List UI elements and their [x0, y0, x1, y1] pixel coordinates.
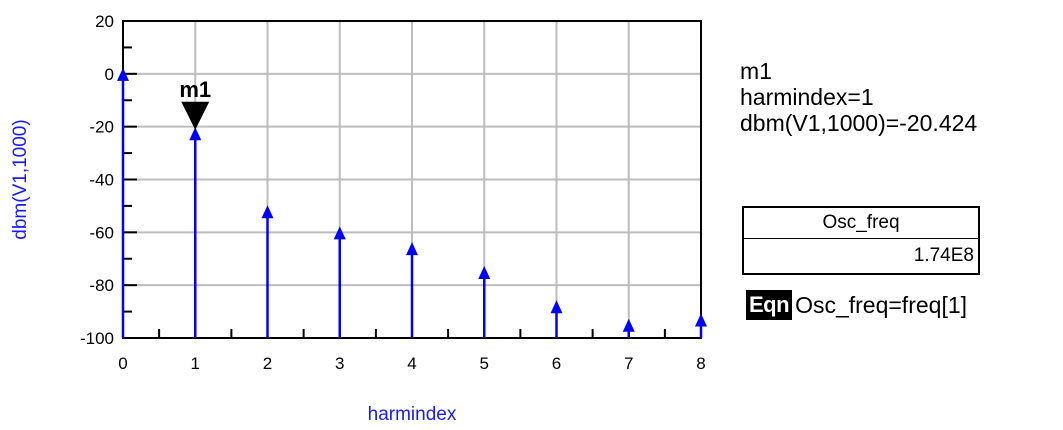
stem-point	[406, 242, 418, 256]
marker-readout: m1 harmindex=1 dbm(V1,1000)=-20.424	[740, 58, 977, 136]
x-tick-label: 3	[335, 354, 344, 373]
y-axis-title: dbm(V1,1000)	[10, 119, 31, 239]
stem-plot: 0 1 2 3 4 5 6 7 8 20 0 -20 -40 -60 -80 -100 m1 harmind…	[10, 12, 707, 425]
eqn-badge: Eqn	[746, 290, 793, 320]
x-tick-labels: 0 1 2 3 4 5 6 7 8	[118, 354, 705, 373]
marker-label: m1	[179, 77, 211, 102]
stem-point	[333, 226, 346, 240]
y-tick-label: -20	[89, 118, 114, 137]
x-tick-label: 5	[480, 354, 489, 373]
stem-point	[478, 265, 491, 279]
marker-readout-name: m1	[740, 58, 772, 84]
marker-readout-x: harmindex=1	[740, 84, 874, 110]
x-tick-label: 7	[624, 354, 633, 373]
stem-point	[550, 300, 563, 314]
variable-table: Osc_freq 1.74E8	[742, 206, 980, 275]
x-tick-label: 4	[407, 354, 416, 373]
y-tick-label: -40	[89, 171, 114, 190]
x-tick-label: 8	[696, 354, 705, 373]
x-tick-label: 1	[191, 354, 200, 373]
variable-table-value: 1.74E8	[913, 245, 974, 266]
x-axis-title: harmindex	[368, 404, 457, 425]
equation-block[interactable]: Eqn Osc_freq=freq[1]	[746, 288, 967, 322]
y-tick-label: -100	[80, 329, 114, 348]
variable-table-header: Osc_freq	[744, 208, 978, 239]
marker-readout-y: dbm(V1,1000)=-20.424	[740, 110, 978, 136]
y-tick-label: -80	[89, 276, 114, 295]
x-tick-label: 6	[552, 354, 561, 373]
x-tick-label: 0	[118, 354, 127, 373]
y-tick-label: 20	[95, 12, 114, 31]
stem-point	[695, 313, 707, 327]
data-stems	[117, 67, 707, 338]
stem-point	[622, 318, 635, 332]
stem-point	[261, 205, 274, 219]
equation-text: Osc_freq=freq[1]	[795, 291, 968, 318]
y-tick-labels: 20 0 -20 -40 -60 -80 -100	[80, 12, 114, 348]
y-tick-label: 0	[105, 65, 114, 84]
marker-triangle	[181, 101, 210, 130]
stem-point	[117, 67, 129, 81]
marker-m1[interactable]: m1	[179, 77, 211, 130]
x-tick-label: 2	[263, 354, 272, 373]
stem-point	[189, 127, 202, 141]
y-tick-label: -60	[89, 223, 114, 242]
